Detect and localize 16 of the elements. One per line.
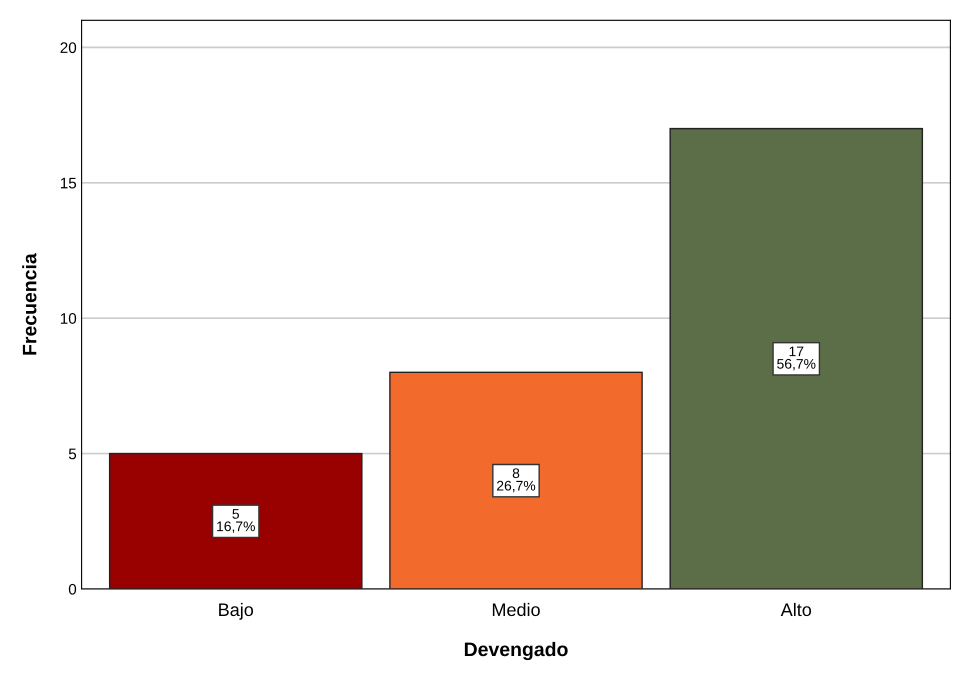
y-axis-title: Frecuencia [22, 253, 36, 355]
x-axis-title: Devengado [464, 642, 568, 660]
x-tick-label: Medio [492, 602, 540, 616]
y-tick-label: 0 [68, 584, 76, 595]
bar [108, 452, 363, 589]
x-tick-label: Bajo [219, 602, 254, 620]
bar [389, 372, 643, 589]
y-tick-label: 5 [68, 448, 76, 460]
y-tick-label: 15 [60, 178, 76, 188]
y-tick-label: 20 [60, 42, 76, 54]
y-tick-label: 10 [60, 313, 76, 324]
x-tick-label: Alto [780, 602, 812, 616]
bar [669, 128, 924, 589]
data-label: 8 26,7% [497, 468, 536, 492]
data-label: 5 16,7% [217, 509, 255, 533]
data-label: 17 56,7% [777, 346, 816, 370]
